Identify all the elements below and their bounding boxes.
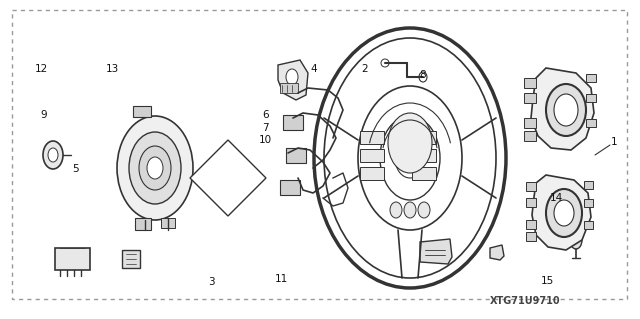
Text: XTG71U9710: XTG71U9710 — [490, 296, 560, 307]
Polygon shape — [490, 245, 504, 260]
Bar — [584, 221, 593, 229]
Text: 4: 4 — [310, 63, 317, 74]
Ellipse shape — [48, 148, 58, 162]
Bar — [360, 149, 384, 162]
Text: 2: 2 — [362, 63, 368, 74]
Ellipse shape — [286, 69, 298, 85]
Bar — [526, 198, 536, 207]
Polygon shape — [420, 239, 452, 264]
Text: 5: 5 — [72, 164, 79, 174]
Bar — [586, 119, 596, 127]
Bar — [280, 83, 298, 93]
Bar — [133, 106, 151, 117]
Ellipse shape — [388, 113, 432, 173]
Ellipse shape — [570, 231, 582, 249]
Ellipse shape — [147, 157, 163, 179]
Bar — [412, 149, 436, 162]
Bar — [55, 248, 90, 270]
Text: 6: 6 — [262, 110, 269, 120]
Ellipse shape — [404, 202, 416, 218]
Bar — [524, 118, 536, 128]
Bar — [526, 220, 536, 229]
Text: 10: 10 — [259, 135, 272, 145]
Ellipse shape — [381, 59, 389, 67]
Bar — [412, 167, 436, 180]
Bar — [283, 115, 303, 130]
Text: 3: 3 — [208, 277, 214, 287]
Polygon shape — [531, 68, 594, 150]
Polygon shape — [532, 175, 591, 250]
Ellipse shape — [380, 116, 440, 200]
Bar — [586, 74, 596, 82]
Bar — [524, 78, 536, 88]
Ellipse shape — [390, 202, 402, 218]
Ellipse shape — [324, 38, 496, 278]
Bar — [360, 167, 384, 180]
Bar — [161, 218, 175, 228]
Ellipse shape — [395, 138, 425, 178]
Bar — [360, 131, 384, 144]
Text: 1: 1 — [611, 137, 618, 147]
Bar — [286, 148, 306, 163]
Ellipse shape — [554, 200, 574, 226]
Ellipse shape — [358, 86, 462, 230]
Bar — [584, 181, 593, 189]
Ellipse shape — [43, 141, 63, 169]
Text: 14: 14 — [550, 193, 563, 203]
Ellipse shape — [129, 132, 181, 204]
Ellipse shape — [554, 94, 578, 126]
Bar — [135, 218, 151, 230]
Bar — [280, 180, 300, 195]
Bar — [584, 199, 593, 207]
Bar — [524, 131, 536, 141]
Bar — [412, 131, 436, 144]
Bar — [586, 94, 596, 102]
Ellipse shape — [546, 84, 586, 136]
Text: 8: 8 — [419, 70, 426, 80]
Bar — [526, 182, 536, 191]
Bar — [122, 250, 140, 268]
Ellipse shape — [139, 146, 171, 190]
Bar — [524, 93, 536, 103]
Polygon shape — [278, 60, 308, 100]
Text: 12: 12 — [35, 63, 48, 74]
Polygon shape — [190, 140, 266, 216]
Text: 7: 7 — [262, 122, 269, 133]
Text: 13: 13 — [106, 63, 118, 74]
Ellipse shape — [418, 202, 430, 218]
Ellipse shape — [314, 28, 506, 288]
Text: 15: 15 — [541, 276, 554, 286]
Text: 9: 9 — [40, 110, 47, 120]
Ellipse shape — [546, 189, 582, 237]
Bar — [526, 232, 536, 241]
Ellipse shape — [419, 72, 427, 82]
Text: 11: 11 — [275, 274, 288, 284]
Ellipse shape — [117, 116, 193, 220]
